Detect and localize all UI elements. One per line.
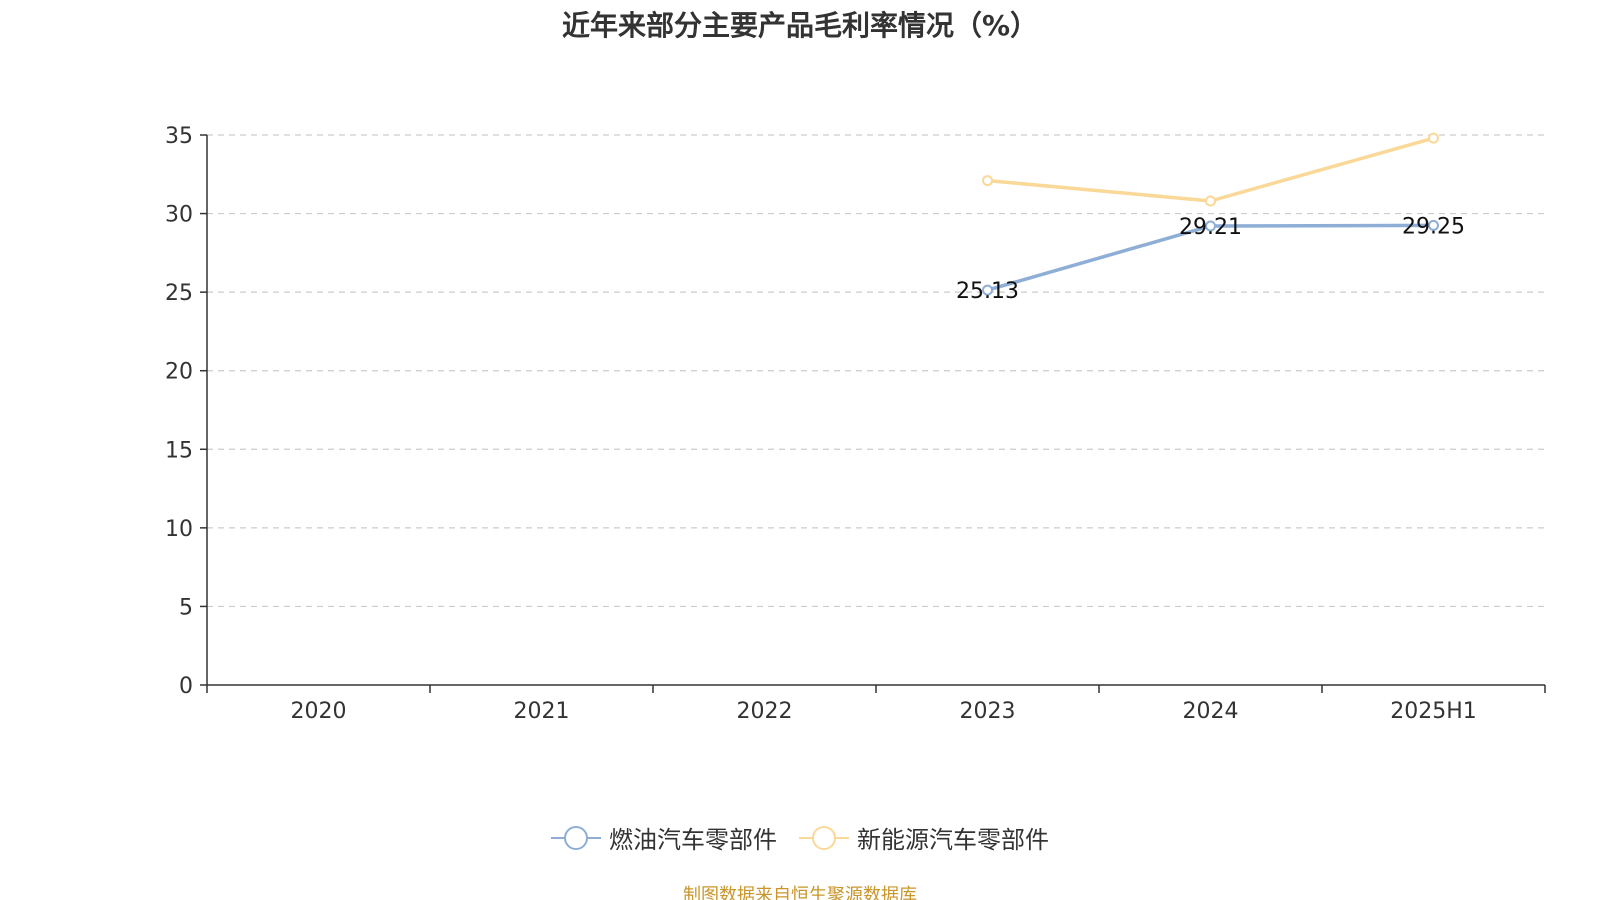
x-tick-label: 2022: [737, 699, 793, 724]
y-tick-label: 35: [165, 124, 193, 149]
legend-label: 新能源汽车零部件: [857, 826, 1049, 854]
data-point[interactable]: [982, 175, 993, 187]
data-label: 29.25: [1402, 214, 1465, 239]
legend: 燃油汽车零部件 新能源汽车零部件: [0, 820, 1600, 855]
data-point[interactable]: [1205, 195, 1216, 207]
y-tick-label: 30: [165, 203, 193, 228]
series-line-1: [987, 136, 1434, 203]
data-point[interactable]: [982, 284, 993, 296]
x-tick-label: 2021: [514, 699, 570, 724]
x-tick-label: 2020: [291, 699, 347, 724]
axes: 0 5 10 15 20 25 30 35 2020 2021 2022 2023 2024 2025H1: [165, 124, 1546, 724]
legend-label: 燃油汽车零部件: [609, 826, 777, 854]
data-point[interactable]: [1428, 219, 1439, 231]
x-tick-label: 2023: [960, 699, 1016, 724]
y-tick-label: 15: [165, 438, 193, 463]
legend-line-circle-icon: [551, 825, 601, 850]
data-label: 29.21: [1179, 215, 1242, 240]
data-point[interactable]: [1428, 132, 1439, 144]
x-tick-label: 2024: [1183, 699, 1239, 724]
y-tick-label: 0: [179, 674, 193, 699]
legend-item-series-0[interactable]: 燃油汽车零部件: [551, 820, 777, 855]
series-lines: [982, 132, 1439, 296]
y-tick-label: 25: [165, 281, 193, 306]
data-label: 25.13: [956, 279, 1019, 304]
legend-item-series-1[interactable]: 新能源汽车零部件: [799, 820, 1049, 855]
chart-plot: 0 5 10 15 20 25 30 35 2020 2021 2022 2023 2024 2025H1…: [165, 124, 1546, 724]
source-note: 制图数据来自恒生聚源数据库: [683, 885, 917, 900]
y-tick-label: 5: [179, 595, 193, 620]
data-point[interactable]: [1205, 220, 1216, 232]
legend-line-circle-icon: [799, 825, 849, 850]
y-tick-label: 10: [165, 517, 193, 542]
data-labels: 25.13 29.21 29.25: [956, 214, 1465, 304]
x-tick-label: 2025H1: [1390, 699, 1477, 724]
y-tick-label: 20: [165, 360, 193, 385]
chart-title: 近年来部分主要产品毛利率情况（%）: [561, 9, 1039, 42]
grid-lines: [207, 134, 1545, 608]
